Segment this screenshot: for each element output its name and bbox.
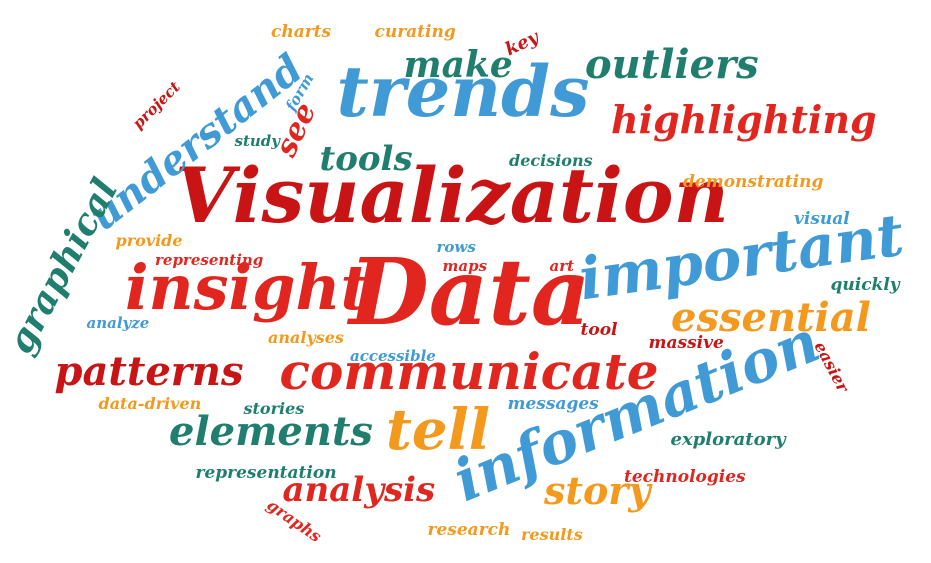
word-messages: messages [507, 393, 599, 414]
word-accessible: accessible [350, 346, 436, 365]
word-quickly: quickly [830, 274, 900, 295]
word-technologies: technologies [624, 466, 746, 487]
word-curating: curating [374, 21, 456, 42]
word-elements: elements [169, 408, 373, 455]
word-art: art [549, 256, 575, 275]
word-research: research [427, 519, 511, 540]
word-exploratory: exploratory [670, 429, 786, 450]
word-project: project [128, 77, 184, 133]
word-make: make [403, 44, 513, 86]
word-rows: rows [436, 237, 476, 256]
word-insight: insight [125, 251, 370, 324]
word-communicate: communicate [279, 342, 659, 401]
word-tell: tell [386, 397, 491, 463]
word-representing: representing [155, 250, 264, 269]
word-charts: charts [271, 21, 332, 42]
word-massive: massive [648, 332, 724, 353]
word-analyses: analyses [268, 328, 344, 347]
word-provide: provide [115, 231, 183, 250]
word-analyze: analyze [86, 313, 150, 332]
word-results: results [521, 525, 583, 544]
word-story: story [544, 468, 651, 513]
word-maps: maps [442, 256, 488, 275]
word-tool: tool [580, 319, 618, 340]
word-outliers: outliers [585, 41, 759, 88]
word-highlighting: highlighting [611, 97, 877, 142]
word-stories: stories [243, 399, 305, 418]
word-patterns: patterns [54, 348, 244, 395]
word-visual: visual [794, 208, 850, 229]
word-demonstrating: demonstrating [683, 171, 824, 192]
word-data: Data [349, 238, 591, 346]
word-study: study [234, 131, 280, 150]
word-data-driven: data-driven [98, 394, 202, 413]
word-representation: representation [195, 462, 337, 483]
word-decisions: decisions [509, 151, 593, 170]
word-visualization: Visualization [175, 151, 729, 240]
word-essential: essential [671, 294, 871, 341]
word-tools: tools [319, 139, 413, 179]
word-analysis: analysis [282, 470, 436, 510]
word-trends: trends [336, 50, 590, 133]
